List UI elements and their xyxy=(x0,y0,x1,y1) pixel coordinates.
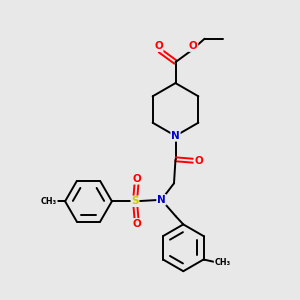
Text: S: S xyxy=(131,196,139,206)
Text: CH₃: CH₃ xyxy=(214,258,230,267)
Text: O: O xyxy=(132,219,141,229)
Text: O: O xyxy=(189,41,198,51)
Text: O: O xyxy=(132,174,141,184)
Text: N: N xyxy=(157,195,166,205)
Text: O: O xyxy=(154,41,163,51)
Text: O: O xyxy=(194,156,203,166)
Text: CH₃: CH₃ xyxy=(41,197,57,206)
Text: N: N xyxy=(171,131,180,141)
